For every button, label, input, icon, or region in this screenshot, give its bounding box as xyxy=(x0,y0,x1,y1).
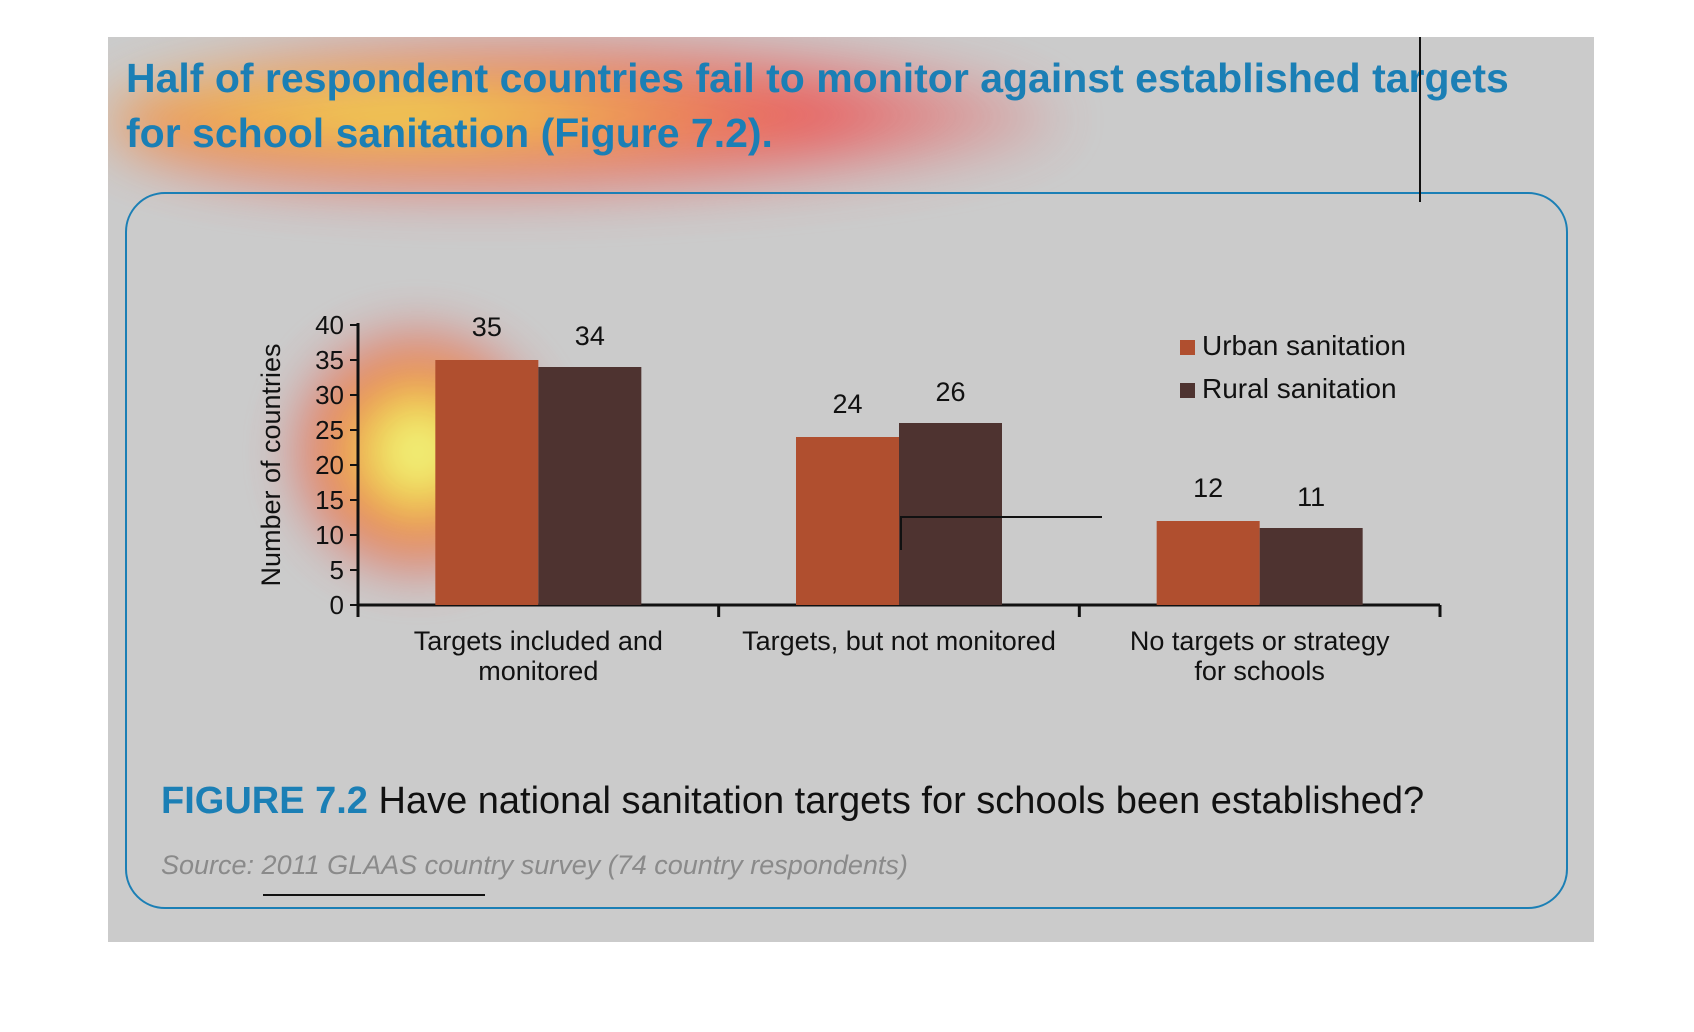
legend-entry: Urban sanitation xyxy=(1202,330,1406,361)
y-axis-label: Number of countries xyxy=(256,343,286,586)
x-category-label: No targets or strategy xyxy=(1130,626,1390,656)
legend-swatch-urban xyxy=(1180,340,1195,355)
bar-rural xyxy=(899,423,1002,605)
x-category-label: for schools xyxy=(1194,656,1325,686)
y-tick-label: 15 xyxy=(315,485,344,515)
y-tick-label: 0 xyxy=(330,590,344,620)
y-tick-label: 25 xyxy=(315,415,344,445)
data-label: 26 xyxy=(935,377,965,407)
figure-label: FIGURE 7.2 xyxy=(161,780,368,822)
legend-swatch-rural xyxy=(1180,383,1195,398)
annotation-underline xyxy=(263,894,485,896)
source-note: Source: 2011 GLAAS country survey (74 co… xyxy=(161,850,908,880)
bar-chart: 0 5 10 15 20 25 30 35 40 Number of countries 35 34 T… xyxy=(256,310,1442,686)
annotation-vertical-line xyxy=(1419,37,1421,202)
data-label: 11 xyxy=(1297,482,1325,512)
data-label: 34 xyxy=(575,321,605,351)
annotation-tick-line xyxy=(900,516,902,550)
headline: Half of respondent countries fail to mon… xyxy=(126,55,1509,156)
y-tick-label: 20 xyxy=(315,450,344,480)
figure-caption-text: Have national sanitation targets for sch… xyxy=(378,780,1425,822)
y-tick-label: 30 xyxy=(315,380,344,410)
data-label: 35 xyxy=(472,312,502,342)
data-label: 12 xyxy=(1193,473,1223,503)
y-tick-label: 40 xyxy=(315,310,344,340)
bar-urban xyxy=(435,360,539,605)
y-tick-label: 35 xyxy=(315,345,344,375)
figure-panel: Half of respondent countries fail to mon… xyxy=(108,37,1594,942)
bar-urban xyxy=(796,437,899,605)
bar-rural xyxy=(1259,528,1363,605)
figure-caption: FIGURE 7.2 Have national sanitation targ… xyxy=(161,780,1424,823)
bar-rural xyxy=(538,367,642,605)
legend-entry: Rural sanitation xyxy=(1202,373,1397,404)
y-tick-label: 10 xyxy=(315,520,344,550)
y-tick-label: 5 xyxy=(330,555,344,585)
bar-urban xyxy=(1156,521,1260,605)
x-category-label: Targets included and xyxy=(414,626,663,656)
x-category-label: monitored xyxy=(478,656,598,686)
x-category-label: Targets, but not monitored xyxy=(742,626,1056,656)
figure-card xyxy=(125,192,1568,909)
data-label: 24 xyxy=(832,389,862,419)
annotation-horizontal-line xyxy=(900,516,1102,518)
